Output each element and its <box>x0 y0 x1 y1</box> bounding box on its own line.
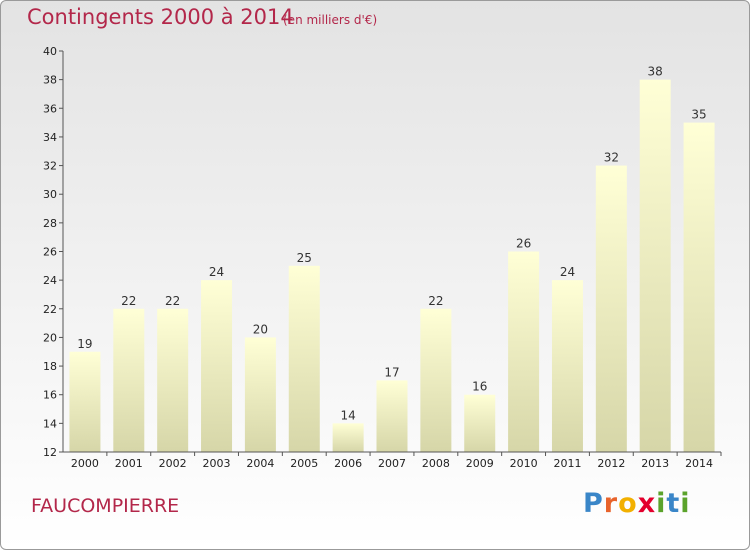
y-tick-label-16: 16 <box>43 389 57 402</box>
data-label-2010: 26 <box>516 237 531 251</box>
data-label-2008: 22 <box>428 294 443 308</box>
bar-series <box>69 79 715 453</box>
x-tick-label-2012: 2012 <box>597 457 625 470</box>
bar-2006 <box>332 423 364 452</box>
proxiti-logo: Proxiti <box>583 488 691 519</box>
bar-2012 <box>595 165 627 453</box>
logo-letter: t <box>666 488 681 519</box>
y-tick-label-36: 36 <box>43 102 57 115</box>
y-tick-label-12: 12 <box>43 446 57 459</box>
x-tick-label-2004: 2004 <box>246 457 274 470</box>
bar-2011 <box>551 280 583 452</box>
logo-letter: x <box>637 488 657 519</box>
y-tick-label-22: 22 <box>43 303 57 316</box>
x-tick-label-2003: 2003 <box>203 457 231 470</box>
y-tick-label-24: 24 <box>43 274 57 287</box>
x-tick-label-2007: 2007 <box>378 457 406 470</box>
x-tick-label-2005: 2005 <box>290 457 318 470</box>
x-tick-label-2002: 2002 <box>159 457 187 470</box>
bar-2002 <box>157 308 189 452</box>
logo-letter: P <box>583 488 604 519</box>
y-tick-label-34: 34 <box>43 131 57 144</box>
x-tick-label-2010: 2010 <box>510 457 538 470</box>
data-label-2003: 24 <box>209 265 224 279</box>
data-labels: 19 22 22 24 20 25 14 17 22 16 26 24 32 38 35 <box>77 65 706 423</box>
y-tick-label-20: 20 <box>43 331 57 344</box>
data-label-2006: 14 <box>340 408 355 422</box>
bar-2008 <box>420 308 452 452</box>
logo-letter: i <box>656 488 667 519</box>
data-label-2011: 24 <box>560 265 575 279</box>
data-label-2012: 32 <box>604 151 619 165</box>
data-label-2002: 22 <box>165 294 180 308</box>
chart-subtitle: (en milliers d'€) <box>283 13 378 27</box>
logo-letter: r <box>603 488 619 519</box>
bar-2005 <box>288 265 320 452</box>
data-label-2000: 19 <box>77 337 92 351</box>
data-label-2014: 35 <box>691 108 706 122</box>
bar-2004 <box>244 337 276 452</box>
y-tick-label-28: 28 <box>43 217 57 230</box>
x-tick-label-2014: 2014 <box>685 457 713 470</box>
town-name: FAUCOMPIERRE <box>31 495 180 517</box>
logo-letter: i <box>680 488 691 519</box>
data-label-2005: 25 <box>297 251 312 265</box>
bar-2000 <box>69 351 101 452</box>
bar-2003 <box>201 280 233 452</box>
data-label-2004: 20 <box>253 322 268 336</box>
data-label-2009: 16 <box>472 380 487 394</box>
data-label-2001: 22 <box>121 294 136 308</box>
y-tick-label-18: 18 <box>43 360 57 373</box>
bar-2010 <box>508 251 540 452</box>
y-tick-label-14: 14 <box>43 417 57 430</box>
bar-2009 <box>464 394 496 452</box>
y-tick-label-38: 38 <box>43 74 57 87</box>
chart-title: Contingents 2000 à 2014 <box>27 5 294 29</box>
x-tick-label-2006: 2006 <box>334 457 362 470</box>
y-tick-label-26: 26 <box>43 246 57 259</box>
y-tick-label-40: 40 <box>43 45 57 58</box>
bar-2007 <box>376 380 408 452</box>
x-tick-label-2001: 2001 <box>115 457 143 470</box>
y-tick-label-30: 30 <box>43 188 57 201</box>
y-tick-label-32: 32 <box>43 160 57 173</box>
logo-letter: o <box>618 488 638 519</box>
bar-2014 <box>683 122 715 452</box>
x-tick-label-2011: 2011 <box>553 457 581 470</box>
x-tick-label-2008: 2008 <box>422 457 450 470</box>
x-tick-label-2000: 2000 <box>71 457 99 470</box>
axes: 2000 2001 2002 2003 2004 2005 2006 2007 2008 2009… <box>43 45 722 470</box>
x-tick-label-2009: 2009 <box>466 457 494 470</box>
bar-2001 <box>113 308 145 452</box>
data-label-2013: 38 <box>648 65 663 79</box>
data-label-2007: 17 <box>384 365 399 379</box>
x-tick-label-2013: 2013 <box>641 457 669 470</box>
bar-2013 <box>639 79 671 453</box>
